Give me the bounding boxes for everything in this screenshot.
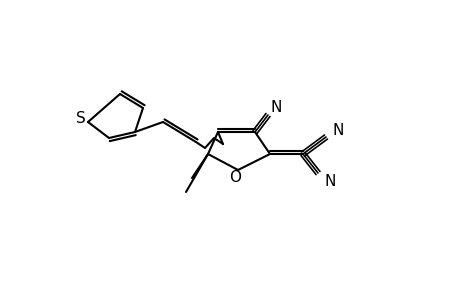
Text: N: N [324, 175, 335, 190]
Text: O: O [229, 170, 241, 185]
Text: N: N [331, 122, 343, 137]
Text: N: N [270, 100, 281, 115]
Text: S: S [76, 110, 86, 125]
